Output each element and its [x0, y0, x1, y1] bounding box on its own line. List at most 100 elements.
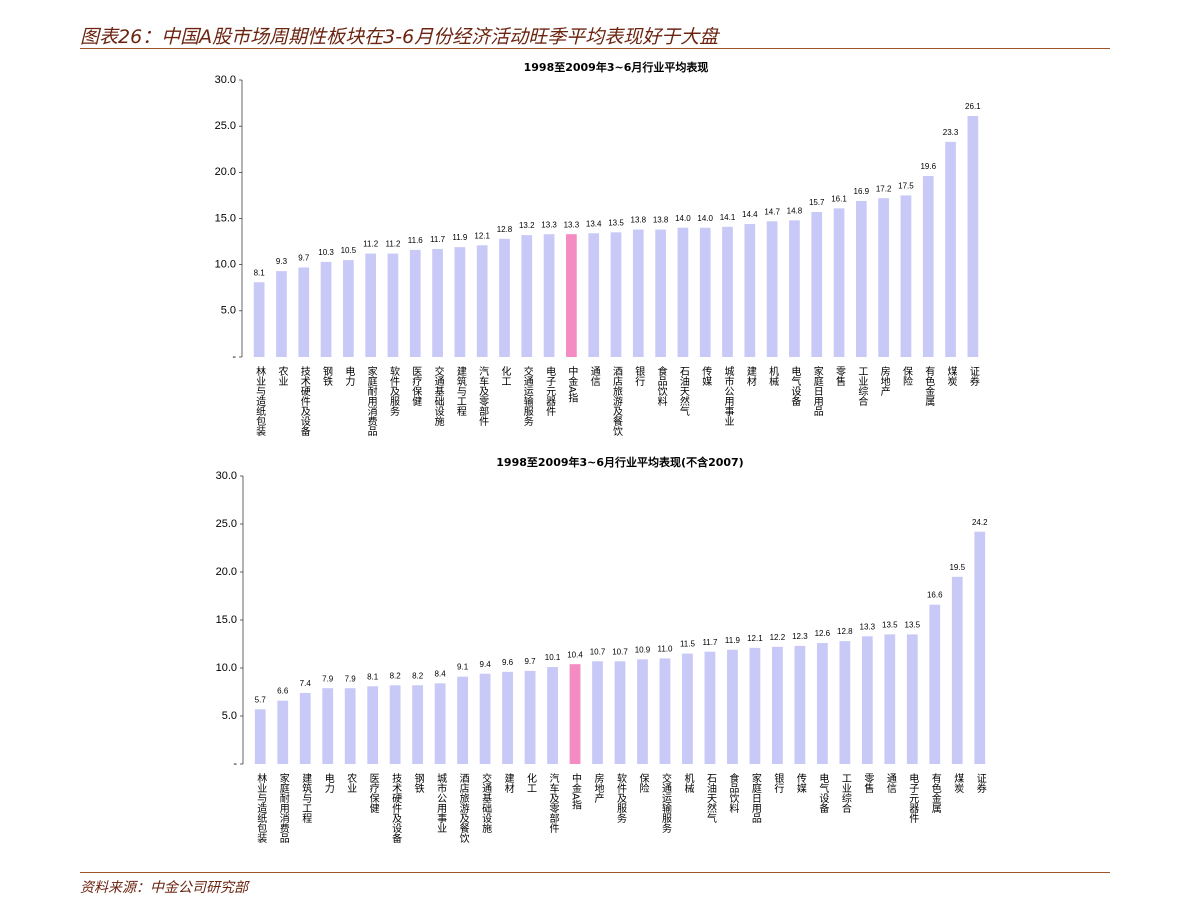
bar: [655, 229, 666, 357]
value-label: 9.3: [276, 257, 288, 266]
y-tick-label: 25.0: [215, 120, 236, 132]
value-label: 9.1: [457, 663, 469, 672]
x-tick-label: 机械: [767, 365, 779, 387]
value-label: 13.8: [631, 216, 647, 225]
bar: [276, 271, 287, 357]
bar: [524, 670, 536, 764]
value-label: 8.4: [435, 669, 447, 678]
bar: [884, 634, 896, 764]
value-label: 10.1: [545, 653, 561, 662]
value-label: 12.8: [837, 627, 853, 636]
bar: [454, 247, 466, 357]
bar: [794, 645, 806, 764]
value-label: 11.9: [452, 233, 468, 242]
value-label: 12.2: [770, 633, 786, 642]
x-tick-label: 有色金属: [923, 365, 935, 407]
value-label: 10.7: [590, 647, 606, 656]
x-tick-label: 电气设备: [817, 772, 829, 814]
value-label: 8.1: [367, 672, 379, 681]
bar: [704, 651, 716, 764]
bar: [343, 260, 354, 357]
bar: [945, 141, 956, 357]
value-label: 8.2: [412, 671, 424, 680]
x-tick-label: 交通运输服务: [659, 772, 671, 834]
x-tick-label: 交通基础设施: [432, 365, 444, 427]
value-label: 9.6: [502, 658, 514, 667]
value-label: 14.7: [764, 207, 780, 216]
value-label: 11.6: [408, 236, 424, 245]
bar: [299, 692, 311, 764]
x-tick-label: 证券: [974, 773, 986, 794]
value-label: 13.5: [882, 621, 898, 630]
x-tick-label: 家庭日用品: [811, 365, 823, 417]
x-tick-label: 交通运输服务: [521, 365, 533, 427]
y-tick-label: 5.0: [221, 305, 236, 317]
x-tick-label: 中金A指: [566, 365, 578, 404]
bar: [502, 671, 513, 764]
y-tick-label: 30.0: [216, 470, 237, 482]
x-tick-label: 电子元器件: [544, 365, 556, 417]
x-tick-label: 银行: [633, 365, 645, 387]
x-tick-label: 中金A指: [570, 772, 582, 811]
chart-title: 1998至2009年3~6月行业平均表现(不含2007): [496, 455, 743, 469]
x-tick-label: 保险: [900, 365, 912, 387]
bar: [254, 709, 266, 764]
x-tick-label: 城市公用事业: [722, 366, 734, 426]
x-tick-label: 石油天然气: [704, 773, 716, 823]
value-label: 19.5: [949, 563, 965, 572]
x-tick-label: 建筑与工程: [300, 772, 312, 823]
value-label: 13.5: [905, 621, 921, 630]
bar: [543, 234, 555, 357]
bar: [744, 224, 756, 357]
bar: [967, 116, 979, 357]
value-label: 13.3: [564, 220, 580, 229]
x-tick-label: 有色金属: [929, 772, 941, 814]
x-tick-label: 电力: [322, 772, 334, 794]
value-label: 14.0: [675, 214, 691, 223]
x-tick-label: 房地产: [878, 365, 890, 397]
value-label: 6.6: [277, 687, 289, 696]
x-tick-label: 软件及服务: [387, 365, 399, 417]
bar: [699, 227, 711, 357]
bar: [253, 282, 265, 357]
x-tick-label: 证券: [967, 366, 979, 387]
y-tick-label: -: [232, 351, 236, 363]
bar: [727, 649, 738, 764]
x-tick-label: 建材: [502, 772, 514, 793]
x-tick-label: 房地产: [592, 772, 604, 804]
x-tick-label: 家庭耐用消费品: [277, 772, 289, 844]
y-tick-label: 20.0: [216, 566, 237, 578]
value-label: 26.1: [965, 102, 981, 111]
value-label: 7.9: [322, 674, 334, 683]
x-tick-label: 保险: [637, 772, 649, 794]
bar: [833, 208, 845, 357]
value-label: 11.9: [725, 636, 741, 645]
x-tick-label: 食品饮料: [655, 365, 667, 407]
x-tick-label: 化工: [499, 365, 511, 386]
x-tick-label: 建材: [744, 365, 756, 386]
value-label: 16.6: [927, 591, 943, 600]
value-label: 12.6: [815, 629, 831, 638]
value-label: 23.3: [943, 128, 959, 137]
x-tick-label: 通信: [588, 366, 600, 387]
value-label: 12.3: [792, 632, 808, 641]
bar: [811, 212, 823, 357]
x-tick-label: 农业: [345, 772, 357, 793]
value-label: 11.7: [702, 638, 718, 647]
bar: [861, 636, 873, 764]
value-label: 24.2: [972, 518, 988, 527]
x-tick-label: 林业与造纸包装: [254, 365, 266, 437]
x-tick-label: 传媒: [794, 773, 806, 794]
x-tick-label: 化工: [525, 772, 537, 793]
value-label: 10.9: [635, 645, 651, 654]
bar: [434, 683, 446, 764]
x-tick-label: 银行: [772, 772, 784, 794]
value-label: 14.8: [787, 206, 803, 215]
x-tick-label: 零售: [834, 366, 846, 387]
y-tick-label: 30.0: [215, 74, 236, 86]
value-label: 10.5: [341, 246, 357, 255]
x-tick-label: 工业综合: [839, 773, 851, 814]
bar: [900, 195, 912, 357]
x-tick-label: 家庭日用品: [749, 772, 761, 824]
page-title: 图表26：中国A股市场周期性板块在3-6月份经济活动旺季平均表现好于大盘: [80, 26, 720, 48]
